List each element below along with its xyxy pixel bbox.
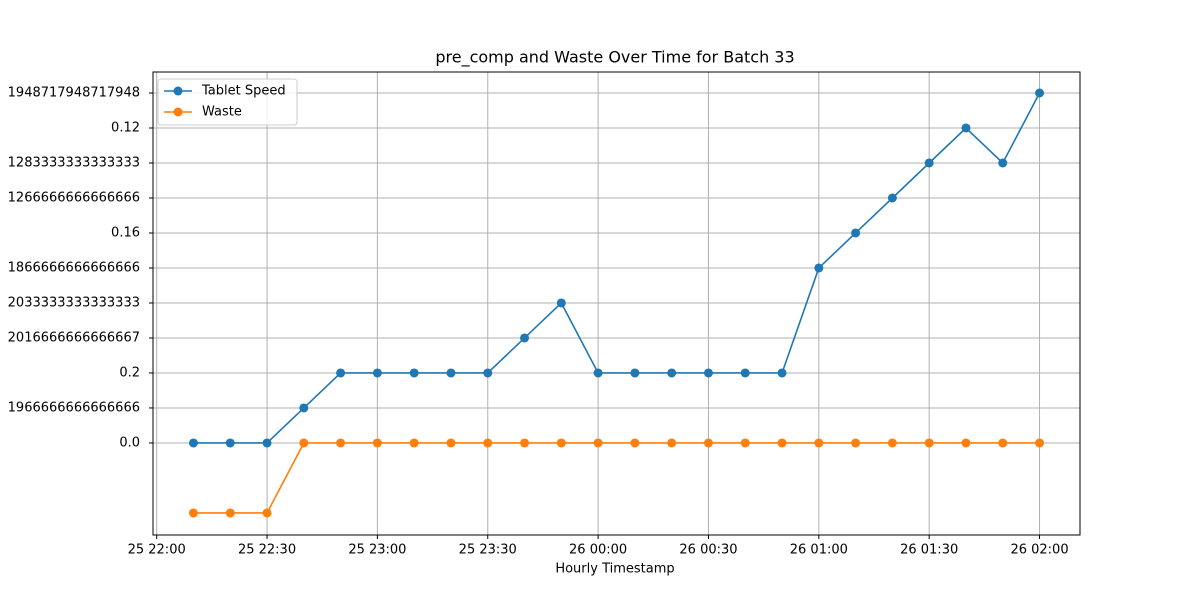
data-point: [924, 438, 934, 448]
x-axis-label: Hourly Timestamp: [555, 562, 674, 577]
data-point: [851, 228, 861, 238]
legend-box: [157, 78, 298, 126]
data-point: [667, 368, 677, 378]
legend-label: Tablet Speed: [201, 84, 286, 99]
x-tick-label: 25 22:30: [238, 543, 296, 558]
data-point: [483, 438, 493, 448]
data-point: [1035, 438, 1045, 448]
data-point: [262, 508, 272, 518]
plot-frame: [152, 71, 1081, 536]
legend-marker: [173, 86, 183, 96]
y-tick-label: 0.0: [119, 435, 140, 450]
data-point: [225, 438, 235, 448]
data-point: [961, 123, 971, 133]
data-point: [372, 438, 382, 448]
data-point: [593, 438, 603, 448]
legend-label: Waste: [202, 105, 242, 120]
data-point: [299, 438, 309, 448]
data-point: [225, 508, 235, 518]
x-tick-label: 26 00:00: [569, 543, 627, 558]
x-tick-label: 26 01:30: [900, 543, 958, 558]
data-point: [703, 368, 713, 378]
data-point: [777, 368, 787, 378]
data-point: [556, 438, 566, 448]
data-point: [372, 368, 382, 378]
data-point: [961, 438, 971, 448]
data-point: [703, 438, 713, 448]
data-point: [777, 438, 787, 448]
data-point: [409, 438, 419, 448]
y-tick-label: 1948717948717948: [8, 85, 140, 100]
data-point: [188, 508, 198, 518]
data-point: [887, 193, 897, 203]
y-tick-label: 0.16: [111, 225, 140, 240]
data-point: [188, 438, 198, 448]
series-line: [193, 442, 1040, 514]
y-tick-label: 2033333333333333: [8, 295, 140, 310]
y-tick-label: 0.12: [111, 120, 140, 135]
x-tick-label: 26 02:00: [1010, 543, 1068, 558]
data-point: [924, 158, 934, 168]
data-point: [483, 368, 493, 378]
data-point: [409, 368, 419, 378]
data-point: [299, 403, 309, 413]
x-tick-label: 25 23:00: [348, 543, 406, 558]
data-point: [814, 263, 824, 273]
y-tick-label: 2016666666666667: [8, 330, 140, 345]
y-tick-label: 1966666666666666: [8, 400, 140, 415]
y-tick-label: 1866666666666666: [8, 260, 140, 275]
data-point: [887, 438, 897, 448]
data-point: [740, 438, 750, 448]
data-point: [593, 368, 603, 378]
legend: Tablet Speed Waste: [157, 78, 298, 126]
chart-title: pre_comp and Waste Over Time for Batch 3…: [435, 48, 794, 68]
data-point: [667, 438, 677, 448]
data-point: [1035, 88, 1045, 98]
data-point: [520, 438, 530, 448]
x-tick-label: 26 00:30: [679, 543, 737, 558]
legend-marker: [173, 107, 183, 117]
data-point: [851, 438, 861, 448]
data-point: [556, 298, 566, 308]
y-tick-label: 1266666666666666: [8, 190, 140, 205]
data-point: [446, 368, 456, 378]
data-point: [998, 158, 1008, 168]
data-point: [336, 438, 346, 448]
y-tick-label: 1283333333333333: [8, 155, 140, 170]
data-point: [740, 368, 750, 378]
data-point: [998, 438, 1008, 448]
data-point: [336, 368, 346, 378]
data-point: [446, 438, 456, 448]
data-point: [814, 438, 824, 448]
data-point: [630, 368, 640, 378]
x-tick-label: 25 22:00: [128, 543, 186, 558]
data-point: [520, 333, 530, 343]
y-tick-label: 0.2: [119, 365, 140, 380]
x-tick-label: 26 01:00: [790, 543, 848, 558]
data-point: [262, 438, 272, 448]
x-tick-label: 25 23:30: [459, 543, 517, 558]
data-point: [630, 438, 640, 448]
series-line: [193, 92, 1041, 444]
